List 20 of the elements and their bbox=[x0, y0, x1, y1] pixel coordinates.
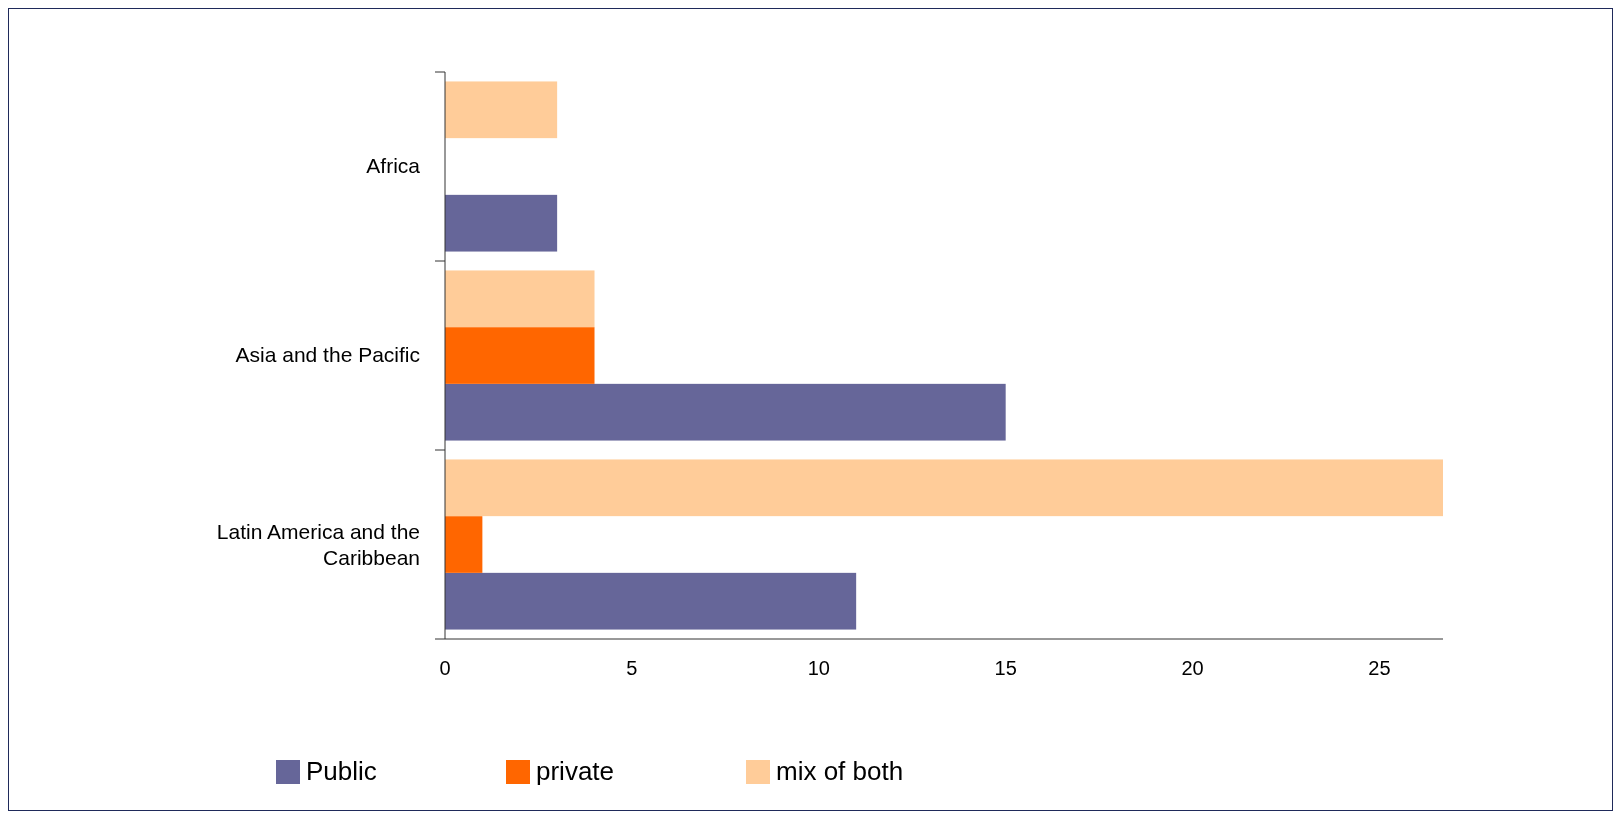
y-tick-label: Asia and the Pacific bbox=[235, 342, 420, 366]
bar bbox=[445, 194, 558, 252]
bar bbox=[445, 459, 1443, 517]
bar bbox=[445, 383, 1006, 441]
x-tick-label: 5 bbox=[626, 657, 638, 679]
bar bbox=[445, 572, 857, 630]
x-tick-label: 20 bbox=[1181, 657, 1204, 679]
bar bbox=[445, 516, 483, 573]
y-tick-label: Latin America and the Caribbean bbox=[216, 519, 420, 569]
x-tick-label: 15 bbox=[994, 657, 1017, 679]
legend-label: mix of both bbox=[776, 756, 904, 786]
x-tick-label: 0 bbox=[439, 657, 451, 679]
bar bbox=[445, 327, 595, 384]
legend-label: Public bbox=[306, 756, 377, 786]
x-tick-label: 25 bbox=[1368, 657, 1391, 679]
x-tick-label: 10 bbox=[807, 657, 830, 679]
bar bbox=[445, 81, 558, 139]
y-tick-label: Africa bbox=[366, 153, 421, 177]
legend-label: private bbox=[536, 756, 615, 786]
bar bbox=[445, 270, 595, 328]
